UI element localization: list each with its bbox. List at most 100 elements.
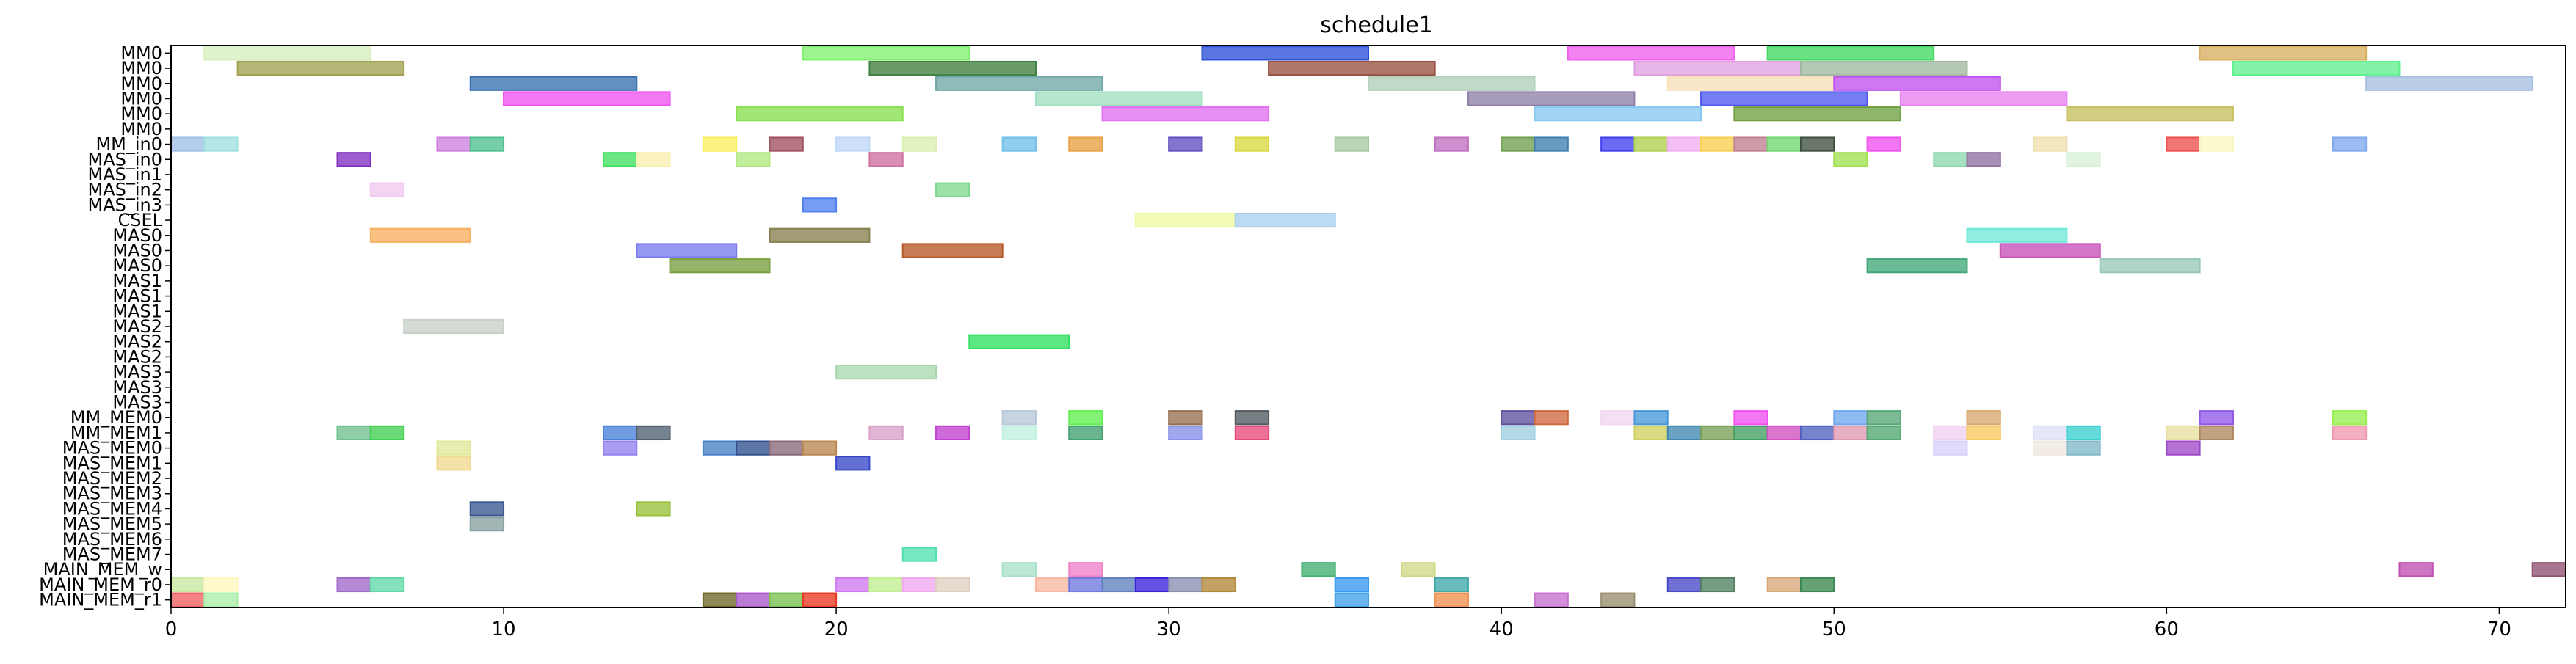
x-tick-label: 50 [1822, 619, 1846, 641]
task-bar [1666, 577, 1702, 593]
task-bar [802, 197, 838, 213]
task-bar [2066, 440, 2101, 456]
task-bar [802, 440, 838, 456]
task-bar [1434, 592, 1469, 608]
task-bar [1933, 440, 1968, 456]
task-bar [1833, 76, 2001, 91]
row-label: MM0 [120, 119, 162, 139]
task-bar [935, 577, 970, 593]
task-bar [1001, 562, 1037, 577]
task-bar [2066, 106, 2234, 122]
task-bar [336, 577, 371, 593]
x-tick-label: 0 [165, 619, 178, 641]
task-bar [1766, 577, 1802, 593]
row-label: MAIN_MEM_r1 [39, 590, 162, 610]
task-bar [636, 501, 671, 517]
task-bar [935, 76, 1103, 91]
row-label: MM0 [120, 103, 162, 124]
task-bar [1168, 410, 1203, 426]
task-bar [2066, 152, 2101, 167]
task-bar [935, 425, 970, 441]
row-label: MAS_MEM4 [62, 498, 162, 519]
x-tick-label: 70 [2487, 619, 2511, 641]
task-bar [203, 136, 239, 152]
task-bar [1666, 76, 1835, 91]
task-bar [769, 440, 804, 456]
row-label: MM_MEM0 [70, 407, 162, 428]
task-bar [1733, 106, 1901, 122]
row-label: MAS3 [112, 362, 162, 382]
task-bar [2033, 425, 2068, 441]
task-bar [769, 136, 804, 152]
task-bar [336, 425, 371, 441]
task-bar [1368, 76, 1536, 91]
task-bar [1999, 243, 2101, 258]
row-label: MM0 [120, 88, 162, 109]
row-label: MM0 [120, 73, 162, 94]
task-bar [1766, 136, 1802, 152]
task-bar [2166, 425, 2201, 441]
task-bar [602, 425, 638, 441]
task-bar [1034, 577, 1070, 593]
task-bar [868, 60, 1037, 76]
task-bar [1966, 152, 2001, 167]
task-bar [1700, 136, 1735, 152]
task-bar [1068, 410, 1103, 426]
row-label: MM0 [120, 43, 162, 63]
row-label: MAS_MEM5 [62, 514, 162, 534]
row-label: MAS_in0 [87, 149, 162, 169]
task-bar [336, 152, 371, 167]
task-bar [1534, 106, 1702, 122]
x-tick-label: 20 [824, 619, 849, 641]
task-bar [1966, 425, 2001, 441]
task-bar [702, 136, 738, 152]
task-bar [2166, 136, 2201, 152]
task-bar [1334, 136, 1370, 152]
task-bar [2166, 440, 2201, 456]
row-label: MAS3 [112, 393, 162, 413]
chart-title: schedule1 [1320, 12, 1433, 38]
task-bar [1501, 425, 1536, 441]
task-bar [1600, 592, 1636, 608]
task-bar [2033, 440, 2068, 456]
row-label: MAS_in2 [87, 180, 162, 200]
task-bar [1633, 410, 1669, 426]
task-bar [1700, 91, 1868, 106]
task-bar [1234, 136, 1270, 152]
task-bar [1467, 91, 1636, 106]
task-bar [1068, 577, 1103, 593]
row-label: MAIN_MEM_r0 [39, 574, 162, 595]
task-bar [1001, 136, 1037, 152]
task-bar [1666, 136, 1702, 152]
row-label: MAS1 [112, 301, 162, 321]
row-label: MAS3 [112, 377, 162, 398]
task-bar [1899, 91, 2068, 106]
task-bar [1301, 562, 1336, 577]
task-bar [868, 577, 904, 593]
task-bar [1034, 91, 1203, 106]
x-tick-label: 30 [1157, 619, 1181, 641]
task-bar [835, 577, 871, 593]
task-bar [1567, 45, 1735, 61]
task-bar [1799, 577, 1835, 593]
task-bar [868, 425, 904, 441]
row-label: MAS2 [112, 346, 162, 367]
task-bar [901, 577, 937, 593]
task-bar [1966, 227, 2068, 243]
task-bar [702, 440, 738, 456]
task-bar [1866, 258, 1968, 274]
task-bar [1068, 425, 1103, 441]
row-label: MAS_MEM1 [62, 453, 162, 473]
task-bar [1966, 410, 2001, 426]
task-bar [636, 243, 738, 258]
task-bar [170, 577, 206, 593]
task-bar [1001, 410, 1037, 426]
task-bar [170, 592, 206, 608]
task-bar [1766, 45, 1935, 61]
task-bar [403, 318, 505, 335]
task-bar [1733, 136, 1768, 152]
row-label: MAS0 [112, 225, 162, 246]
task-bar [769, 227, 871, 243]
task-bar [1434, 577, 1469, 593]
